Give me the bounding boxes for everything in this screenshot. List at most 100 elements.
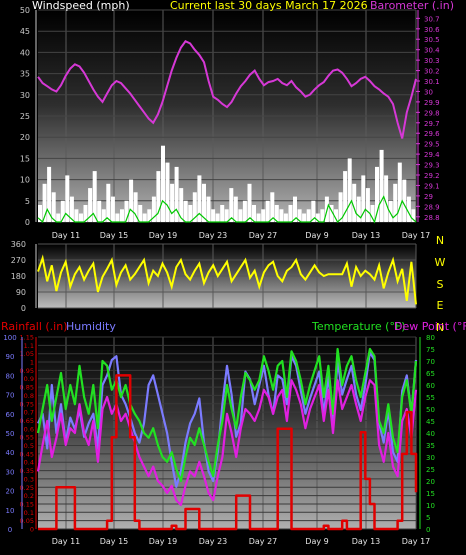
windspeed-bar [156, 171, 161, 222]
windspeed-bar [74, 209, 79, 222]
windspeed-bar [101, 209, 106, 222]
rain-tick-label: 0.9 [24, 375, 34, 383]
barometer-tick-label: 29.5 [424, 141, 440, 149]
windspeed-bar [334, 209, 338, 222]
windspeed-bar [306, 209, 311, 222]
barometer-tick-label: 30.4 [424, 47, 440, 55]
top-series [37, 40, 417, 224]
temperature-tick-label: 55 [426, 394, 435, 402]
windspeed-bar [106, 183, 111, 222]
rain-tick-label: 0.6 [24, 425, 34, 433]
rain-tick-label: 0.65 [20, 417, 34, 425]
direction-series [37, 254, 417, 305]
windspeed-tick-label: 30 [20, 91, 30, 100]
current-period-title: Current last 30 days March 17 2026 [170, 0, 368, 12]
rain-tick-label: 0.5 [24, 442, 34, 450]
windspeed-bar [229, 188, 234, 222]
x-axis-label-bottom: Day 17 [402, 537, 431, 546]
x-axis-label-top: Day 23 [199, 231, 228, 240]
x-axis-label-top: Day 13 [352, 231, 381, 240]
barometer-tick-label: 30 [424, 88, 433, 96]
x-axis-label-bottom: Day 13 [352, 537, 381, 546]
x-axis-label-top: Day 19 [149, 231, 178, 240]
temperature-tick-label: 80 [426, 334, 435, 342]
windspeed-bar [375, 166, 379, 222]
windspeed-bar [338, 192, 343, 222]
barometer-line [37, 40, 417, 139]
rain-tick-label: 0.75 [20, 400, 34, 408]
temperature-tick-label: 30 [426, 454, 435, 462]
windspeed-bar [215, 213, 220, 222]
rain-tick-label: 0.35 [20, 467, 34, 475]
windspeed-bar [352, 183, 357, 222]
humidity-tick-label: 100 [3, 334, 16, 342]
temperature-tick-label: 75 [426, 346, 435, 354]
temperature-tick-label: 35 [426, 442, 435, 450]
windspeed-bar [247, 183, 252, 222]
barometer-tick-label: 30.7 [424, 15, 440, 23]
x-axis-label-top: Day 11 [52, 231, 81, 240]
x-axis-label-bottom: Day 11 [52, 537, 81, 546]
windspeed-bar [47, 166, 52, 222]
barometer-tick-label: 30.5 [424, 36, 440, 44]
windspeed-bar [274, 205, 279, 222]
windspeed-bar [297, 209, 302, 222]
windspeed-bar [252, 205, 256, 222]
windspeed-bar [142, 213, 147, 222]
windspeed-bar [397, 162, 402, 222]
windspeed-bar [69, 196, 74, 222]
windspeed-bar [315, 213, 320, 222]
windspeed-bar [224, 209, 229, 222]
windspeed-tick-label: 50 [20, 6, 30, 15]
windspeed-bar [124, 200, 129, 222]
rain-tick-label: 0.25 [20, 484, 34, 492]
windspeed-bar [129, 179, 134, 222]
barometer-tick-label: 28.9 [424, 203, 440, 211]
windspeed-bar [388, 200, 393, 222]
barometer-tick-label: 29.3 [424, 162, 440, 170]
rain-tick-label: 0.7 [24, 409, 34, 417]
barometer-tick-label: 30.1 [424, 78, 440, 86]
windspeed-bar [138, 205, 143, 222]
windspeed-bar [370, 205, 375, 222]
windspeed-bar [183, 200, 188, 222]
rain-tick-label: 0.05 [20, 517, 34, 525]
rain-tick-label: 1.05 [20, 350, 34, 358]
windspeed-bar [384, 175, 389, 222]
x-axis-label-top: Day 15 [100, 231, 129, 240]
windspeed-bar [115, 213, 120, 222]
windspeed-bar [256, 213, 261, 222]
barometer-tick-label: 29.4 [424, 151, 440, 159]
windspeed-bar [60, 200, 65, 222]
windspeed-bar [302, 213, 307, 222]
windspeed-tick-label: 45 [20, 27, 30, 36]
barometer-tick-label: 30.2 [424, 68, 440, 76]
humidity-tick-label: 0 [8, 526, 12, 534]
x-axis-label-top: Day 27 [249, 231, 278, 240]
windspeed-bar [283, 213, 288, 222]
windspeed-bar [42, 183, 47, 222]
windspeed-bar [65, 175, 70, 222]
barometer-tick-label: 29.2 [424, 172, 440, 180]
windspeed-bar [211, 209, 216, 222]
barometer-tick-label: 29.8 [424, 109, 440, 117]
gust-line [37, 195, 417, 224]
windspeed-tick-label: 5 [25, 197, 30, 206]
windspeed-bar [288, 205, 293, 222]
bottom-tick-labels: 00.050.10.150.20.250.30.350.40.450.50.55… [3, 334, 435, 535]
windspeed-bar [238, 209, 243, 222]
windspeed-bar [88, 188, 93, 222]
windspeed-bar [265, 200, 270, 222]
windspeed-bar [347, 158, 352, 222]
x-axis-label-bottom: Day 15 [100, 537, 129, 546]
x-axis-label-bottom: Day 27 [249, 537, 278, 546]
barometer-tick-label: 29.7 [424, 120, 440, 128]
windspeed-bar [242, 200, 247, 222]
temperature-tick-label: 10 [426, 502, 435, 510]
rainfall-title: Rainfall (.in) [1, 320, 68, 333]
windspeed-bar [365, 188, 370, 222]
barometer-tick-label: 29.1 [424, 182, 440, 190]
rain-tick-label: 0.1 [24, 509, 34, 517]
